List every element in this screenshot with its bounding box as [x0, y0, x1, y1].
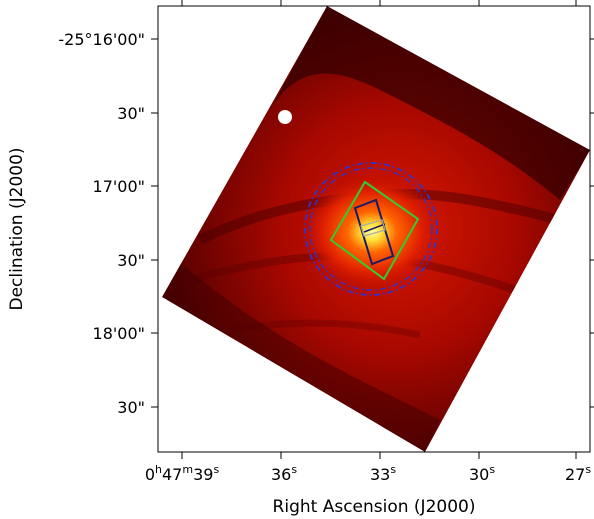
y-tick-label: 30": [117, 398, 145, 417]
y-ticks: [151, 38, 594, 408]
masked-source: [278, 110, 292, 124]
x-tick-label: 27s: [565, 463, 591, 484]
y-tick-label: 30": [117, 104, 145, 123]
x-tick-label: 0h47m39s: [145, 463, 220, 484]
x-tick-label: 30s: [469, 463, 495, 484]
y-tick-label: 18'00": [93, 324, 145, 343]
y-tick-labels: -25°16'00" 30" 17'00" 30" 18'00" 30": [58, 30, 145, 417]
x-ticks: [181, 0, 577, 459]
rectangle-divider: [363, 223, 386, 233]
y-axis-label: Declination (J2000): [7, 147, 27, 310]
gray-small-region: [360, 219, 386, 237]
y-tick-label: 17'00": [93, 177, 145, 196]
region-overlays: [304, 162, 438, 296]
x-tick-label: 36s: [271, 463, 297, 484]
green-square-region: [329, 180, 420, 281]
galaxy-image: [162, 6, 590, 452]
x-axis-label: Right Ascension (J2000): [273, 497, 476, 517]
y-tick-label: -25°16'00": [58, 30, 145, 49]
x-tick-labels: 0h47m39s 36s 33s 30s 27s: [145, 463, 591, 484]
y-tick-label: 30": [117, 251, 145, 270]
axes-frame: [157, 5, 591, 453]
x-tick-label: 33s: [370, 463, 396, 484]
inner-circle-region: [309, 167, 433, 291]
dark-rectangle-region: [353, 198, 395, 266]
outer-circle-region: [304, 162, 438, 296]
